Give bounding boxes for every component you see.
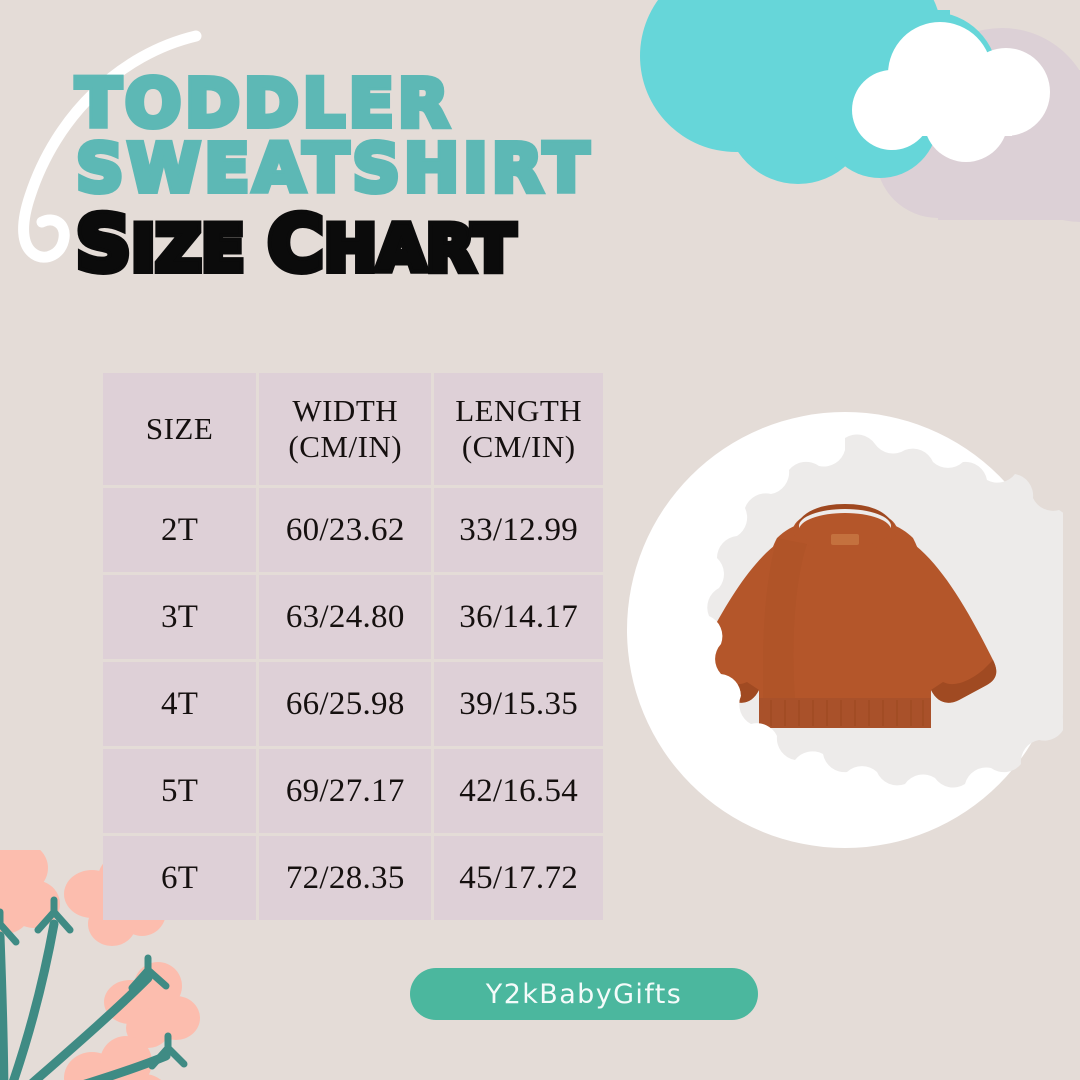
column-header-length-label: LENGTH xyxy=(455,393,583,429)
cell-size: 5T xyxy=(103,749,257,833)
sweatshirt-graphic xyxy=(707,504,997,728)
cell-width: 60/23.62 xyxy=(259,488,432,572)
cell-size: 3T xyxy=(103,575,257,659)
table-row: 2T 60/23.62 33/12.99 xyxy=(103,488,603,572)
size-chart-table: SIZE WIDTH (CM/IN) LENGTH (CM/IN) 2T 60/… xyxy=(100,370,606,923)
table-header-row: SIZE WIDTH (CM/IN) LENGTH (CM/IN) xyxy=(103,373,603,485)
page-title: TODDLER SWEATSHIRT SIZE CHART xyxy=(72,65,736,287)
shop-name-label: Y2kBabyGifts xyxy=(485,978,683,1010)
cell-length: 36/14.17 xyxy=(434,575,603,659)
title-line-size-chart: SIZE CHART xyxy=(72,201,736,287)
table-row: 5T 69/27.17 42/16.54 xyxy=(103,749,603,833)
cell-width: 72/28.35 xyxy=(259,836,432,920)
column-header-size: SIZE xyxy=(103,373,257,485)
cell-size: 4T xyxy=(103,662,257,746)
column-header-width-units: (CM/IN) xyxy=(288,429,403,464)
flower-stems xyxy=(0,919,171,1080)
column-header-length: LENGTH (CM/IN) xyxy=(434,373,603,485)
column-header-width-label: WIDTH xyxy=(292,393,399,429)
cell-size: 2T xyxy=(103,488,257,572)
cell-width: 66/25.98 xyxy=(259,662,432,746)
column-header-width: WIDTH (CM/IN) xyxy=(259,373,432,485)
cell-length: 33/12.99 xyxy=(434,488,603,572)
title-cap-s: S xyxy=(72,199,135,289)
column-header-length-units: (CM/IN) xyxy=(461,429,576,464)
white-cloud-icon xyxy=(852,22,1050,162)
flower-calyx xyxy=(0,896,188,1070)
cell-size: 6T xyxy=(103,836,257,920)
title-rest-ize: IZE xyxy=(128,212,268,286)
lavender-cloud-icon xyxy=(876,28,1080,222)
shop-name-badge[interactable]: Y2kBabyGifts xyxy=(410,968,758,1020)
table-row: 6T 72/28.35 45/17.72 xyxy=(103,836,603,920)
title-line-toddler: TODDLER xyxy=(73,65,453,142)
column-header-size-label: SIZE xyxy=(145,411,214,447)
table-row: 4T 66/25.98 39/15.35 xyxy=(103,662,603,746)
cell-length: 45/17.72 xyxy=(434,836,603,920)
cell-length: 39/15.35 xyxy=(434,662,603,746)
product-photo xyxy=(627,412,1063,848)
cell-length: 42/16.54 xyxy=(434,749,603,833)
cell-width: 69/27.17 xyxy=(259,749,432,833)
title-rest-hart: HART xyxy=(320,212,518,286)
title-cap-c: C xyxy=(264,199,328,289)
table-row: 3T 63/24.80 36/14.17 xyxy=(103,575,603,659)
title-line-sweatshirt: SWEATSHIRT xyxy=(73,129,593,207)
cell-width: 63/24.80 xyxy=(259,575,432,659)
